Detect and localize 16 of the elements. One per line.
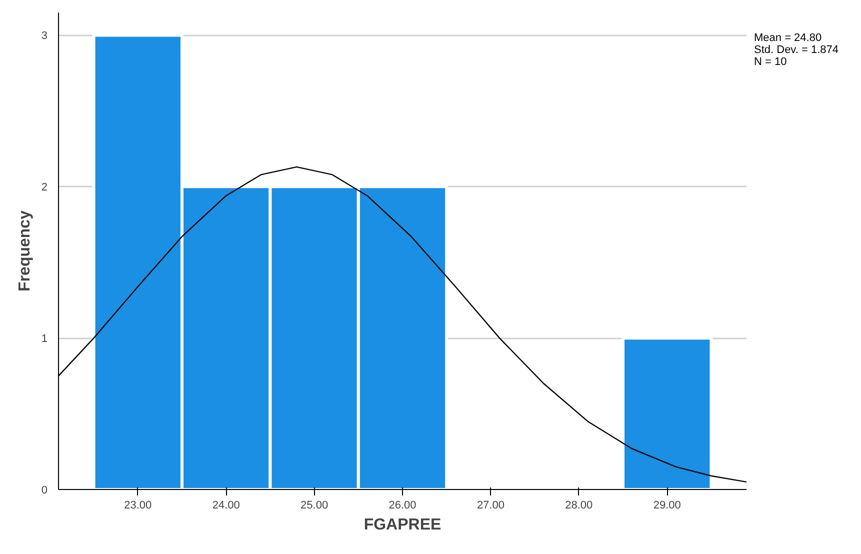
y-tick-label: 0 (41, 484, 48, 496)
text: Std. Dev. = 1.874 (754, 44, 838, 56)
x-tick-label: 24.00 (212, 500, 240, 512)
x-tick-label: 29.00 (653, 500, 681, 512)
text: N = 10 (754, 56, 787, 68)
x-tick-label: 27.00 (476, 500, 504, 512)
x-tick-label: 28.00 (565, 500, 593, 512)
y-tick-label: 3 (41, 30, 48, 42)
x-axis-title: FGAPREE (364, 516, 442, 534)
text: Mean = 24.80 (754, 32, 822, 44)
x-tick-label: 25.00 (300, 500, 328, 512)
x-tick-label: 23.00 (124, 500, 152, 512)
y-tick-label: 2 (41, 182, 48, 194)
y-tick-label: 1 (41, 333, 48, 346)
y-axis-title: Frequency (16, 210, 34, 292)
x-tick-label: 26.00 (388, 500, 416, 512)
